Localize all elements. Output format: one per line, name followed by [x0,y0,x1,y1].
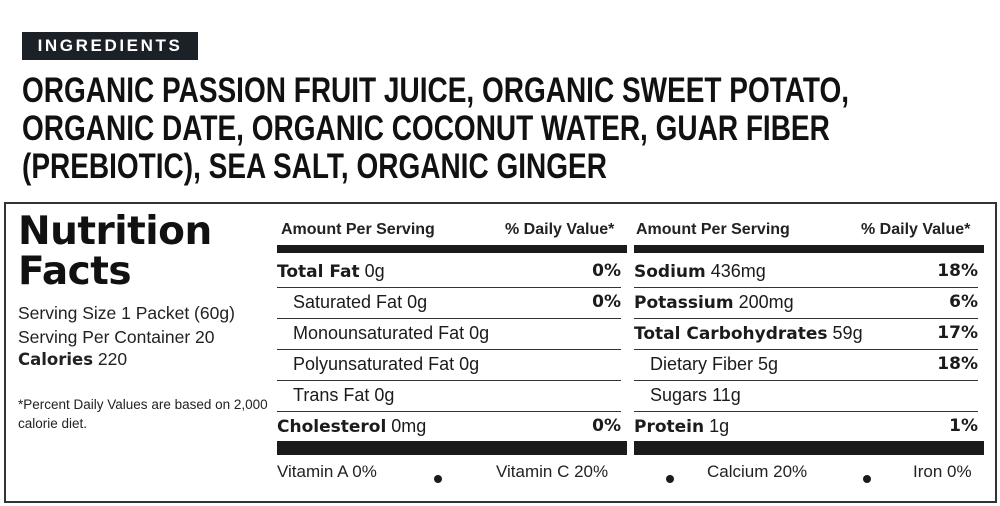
nutrient-daily-value: 18% [937,354,978,374]
nutrient-daily-value: 0% [592,261,621,281]
ingredients-list: ORGANIC PASSION FRUIT JUICE, ORGANIC SWE… [22,72,1000,186]
nutrient-amount: 0mg [391,416,427,436]
nutrient-daily-value: 0% [592,416,621,436]
daily-value-footnote: *Percent Daily Values are based on 2,000… [18,397,268,431]
thick-divider [634,441,984,455]
nutrient-row: Total Carbohydrates 59g 17% [634,318,978,350]
nutrient-daily-value: 17% [937,323,978,343]
nutrient-amount: 0g [374,385,395,405]
ingredients-line: (PREBIOTIC), SEA SALT, ORGANIC GINGER [22,147,607,186]
title-line: Facts [18,249,132,294]
ingredients-line: ORGANIC PASSION FRUIT JUICE, ORGANIC SWE… [22,71,850,110]
calories-value: 220 [97,349,128,369]
title-line: Nutrition [18,209,212,254]
nutrient-amount: 200mg [738,292,794,312]
nutrient-row: Protein 1g 1% [634,411,978,442]
nutrient-amount: 11g [712,385,741,405]
vitamin-a: Vitamin A 0% [277,462,377,481]
calories: Calories 220 [18,349,127,370]
nutrient-name: Monounsaturated Fat [293,323,465,343]
nutrient-amount: 0g [459,354,480,374]
nutrient-row: Polyunsaturated Fat 0g [277,349,621,381]
nutrient-row: Dietary Fiber 5g 18% [634,349,978,381]
nutrient-row: Total Fat 0g 0% [277,256,621,288]
nutrient-daily-value: 18% [937,261,978,281]
nutrient-row: Monounsaturated Fat 0g [277,318,621,350]
nutrient-amount: 436mg [710,261,766,281]
nutrient-row: Cholesterol 0mg 0% [277,411,621,442]
nutrient-name: Total Fat [277,262,360,282]
nutrient-name: Cholesterol [277,417,387,437]
nutrient-daily-value: 6% [949,292,978,312]
header-dv-right: % Daily Value* [861,221,971,238]
nutrient-daily-value: 1% [949,416,978,436]
nutrient-daily-value: 0% [592,292,621,312]
serving-size: Serving Size 1 Packet (60g) [18,303,235,323]
header-amount-left: Amount Per Serving [281,221,435,238]
nutrient-row: Sugars 11g [634,380,978,412]
nutrient-name: Polyunsaturated Fat [293,354,455,374]
nutrient-name: Trans Fat [293,385,370,405]
header-dv-left: % Daily Value* [505,221,615,238]
nutrient-row: Potassium 200mg 6% [634,287,978,319]
nutrient-name: Total Carbohydrates [634,324,828,344]
header-amount-right: Amount Per Serving [636,221,790,238]
nutrient-row: Trans Fat 0g [277,380,621,412]
nutrient-name: Sodium [634,262,706,282]
bullet-icon [434,475,442,483]
nutrient-amount: 59g [832,323,863,343]
calories-label: Calories [18,350,94,369]
thick-divider [634,245,984,253]
nutrient-name: Potassium [634,293,734,313]
servings-per-container: Serving Per Container 20 [18,327,215,347]
bullet-icon [863,475,871,483]
nutrition-facts-panel [4,202,997,503]
nutrient-row: Saturated Fat 0g 0% [277,287,621,319]
nutrient-name: Protein [634,417,705,437]
nutrient-amount: 1g [709,416,730,436]
thick-divider [277,245,627,253]
nutrient-amount: 0g [364,261,385,281]
nutrient-amount: 0g [469,323,490,343]
vitamin-c: Vitamin C 20% [496,462,609,481]
ingredients-line: ORGANIC DATE, ORGANIC COCONUT WATER, GUA… [22,109,830,148]
iron: Iron 0% [913,462,972,481]
nutrient-amount: 5g [758,354,779,374]
nutrition-facts-title: Nutrition Facts [18,212,212,292]
calcium: Calcium 20% [707,462,808,481]
nutrient-name: Dietary Fiber [650,354,754,374]
nutrient-row: Sodium 436mg 18% [634,256,978,288]
thick-divider [277,441,627,455]
nutrient-name: Saturated Fat [293,292,403,312]
bullet-icon [666,475,674,483]
ingredients-label: INGREDIENTS [22,32,198,60]
nutrient-name: Sugars [650,385,708,405]
nutrient-amount: 0g [407,292,428,312]
